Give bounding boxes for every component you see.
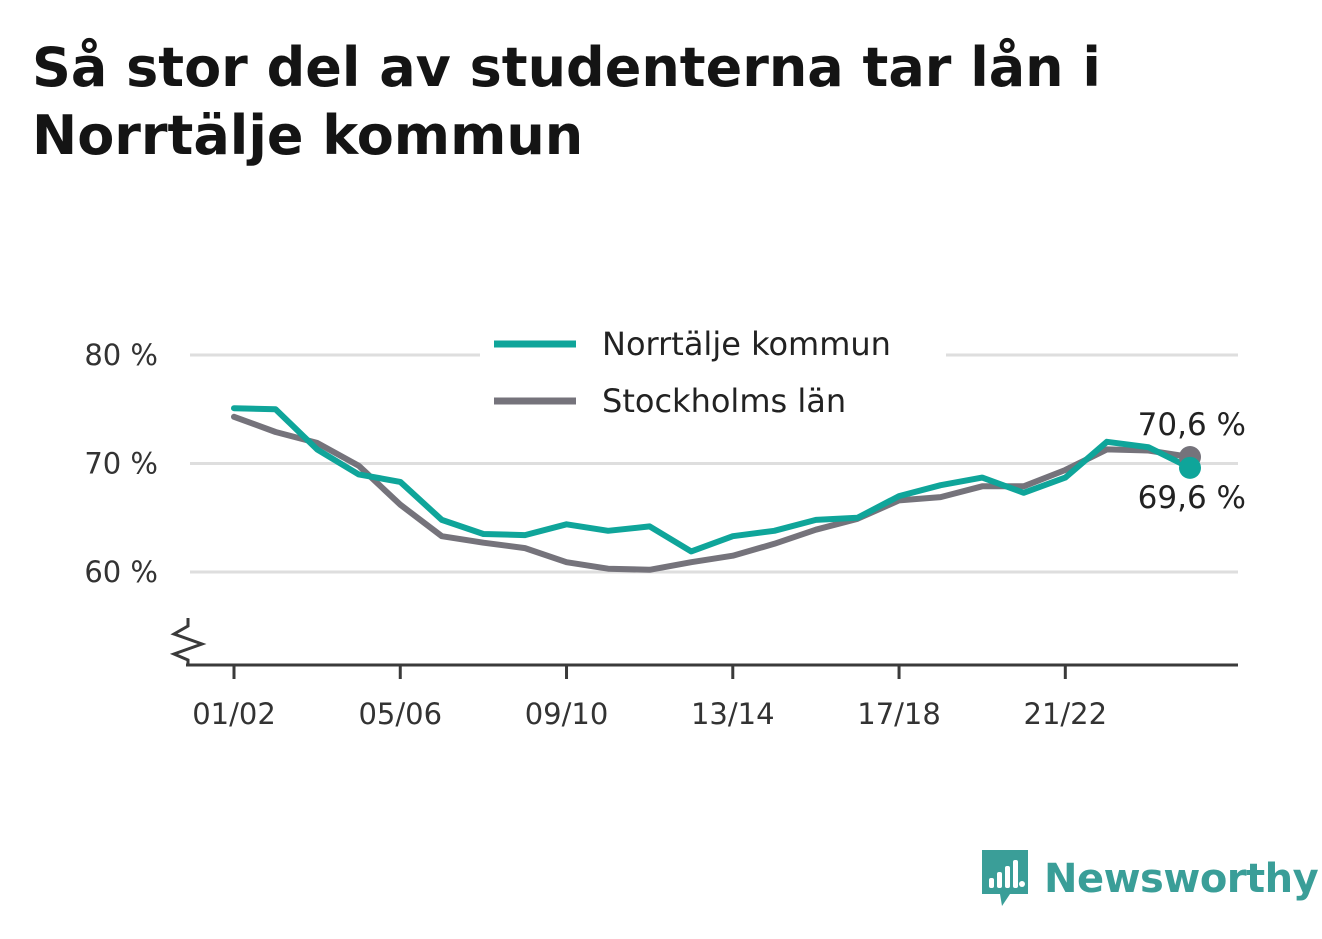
- legend-background: [480, 318, 946, 424]
- x-tick-label: 13/14: [691, 697, 775, 731]
- y-axis-ticks: 60 % 70 % 80 %: [84, 338, 158, 589]
- series-lines: [231, 405, 1201, 573]
- bar-chart-speech-bubble-icon: [982, 850, 1028, 906]
- x-tick-label: 17/18: [857, 697, 941, 731]
- legend: Norrtälje kommun Stockholms län: [480, 318, 946, 424]
- series-line-1: [231, 413, 1193, 573]
- end-label-norrtalje: 69,6 %: [1138, 480, 1246, 516]
- x-tick-label: 01/02: [192, 697, 276, 731]
- chart-title: Så stor del av studenterna tar lån i Nor…: [32, 36, 1101, 167]
- axis-break: [169, 618, 207, 665]
- end-label-stockholm: 70,6 %: [1138, 407, 1246, 443]
- x-tick-label: 05/06: [358, 697, 442, 731]
- x-tick-label: 09/10: [525, 697, 609, 731]
- series-end-point-0: [1179, 456, 1201, 479]
- x-axis: 01/02 05/06 09/10 13/14 17/18 21/22: [169, 618, 1238, 731]
- legend-label: Stockholms län: [602, 382, 846, 420]
- end-labels: 70,6 % 69,6 %: [1138, 407, 1246, 516]
- brand-name: Newsworthy: [1044, 856, 1319, 902]
- x-tick-label: 21/22: [1024, 697, 1108, 731]
- y-tick-label: 60 %: [84, 555, 158, 589]
- y-tick-label: 80 %: [84, 338, 158, 372]
- legend-label: Norrtälje kommun: [602, 325, 891, 363]
- series-line-0: [231, 405, 1193, 555]
- y-tick-label: 70 %: [84, 447, 158, 481]
- newsworthy-logo[interactable]: Newsworthy: [980, 848, 1319, 910]
